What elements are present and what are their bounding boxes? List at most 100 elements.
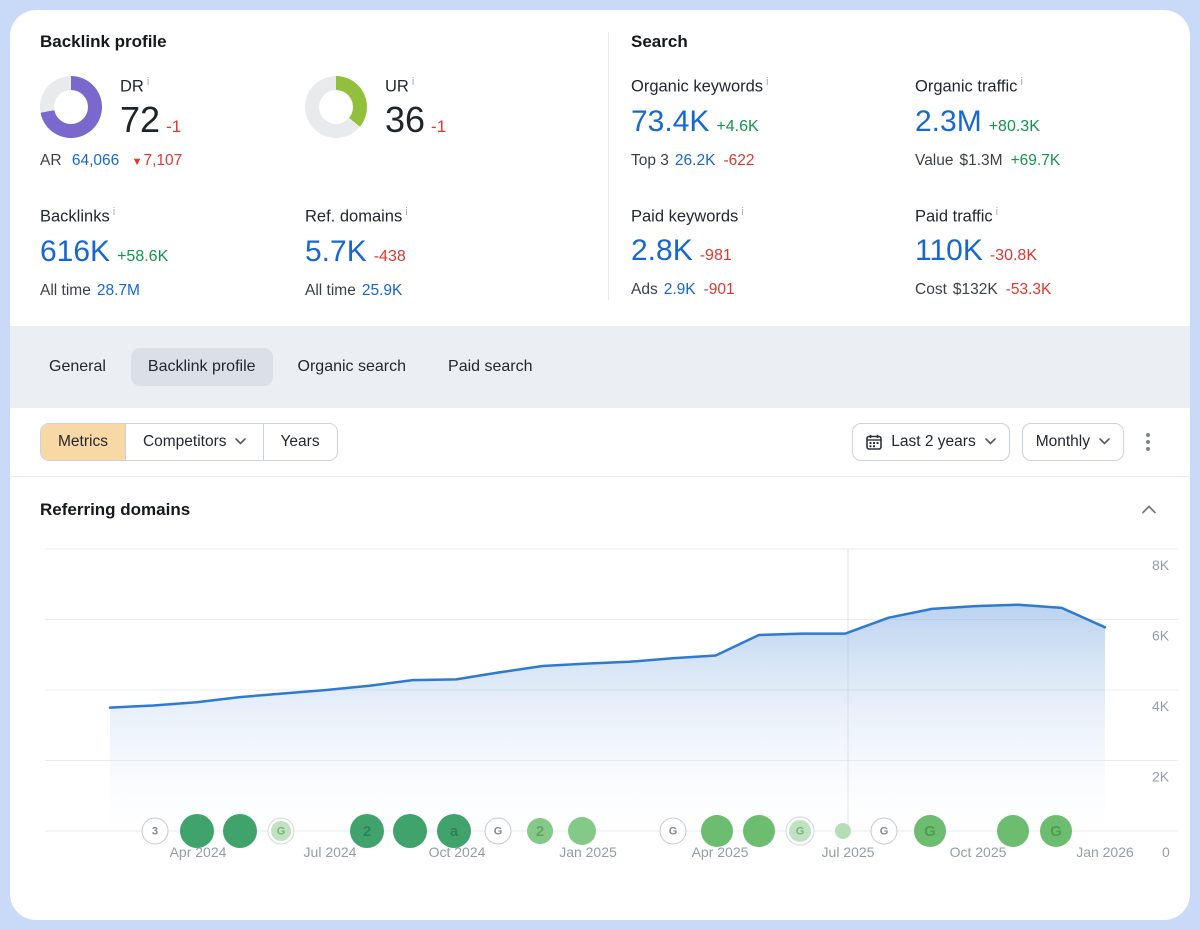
chart-controls: Metrics Competitors Years Last 2 years M… xyxy=(10,408,1190,476)
google-update-marker[interactable]: G xyxy=(659,817,687,845)
ur-delta: -1 xyxy=(431,116,447,136)
info-icon: i xyxy=(411,76,415,88)
chevron-down-icon xyxy=(984,438,996,445)
ref-domains-alltime: 25.9K xyxy=(361,281,403,299)
dr-donut-chart xyxy=(40,76,102,138)
granularity-label: Monthly xyxy=(1035,432,1090,450)
google-update-marker[interactable]: G xyxy=(870,817,898,845)
organic-traffic-metric: Organic traffic i 2.3M +80.3K Value $1.3M +6… xyxy=(915,76,1061,169)
date-range-button[interactable]: Last 2 years xyxy=(852,422,1010,461)
svg-text:G: G xyxy=(277,825,286,837)
search-section: Search Organic keywords i 73.4K +4.6K Top … xyxy=(608,32,1160,300)
view-mode-segmented-control: Metrics Competitors Years xyxy=(40,422,338,461)
svg-text:a: a xyxy=(450,823,459,840)
svg-text:Apr 2024: Apr 2024 xyxy=(170,844,227,860)
google-update-marker[interactable] xyxy=(568,816,596,845)
separator xyxy=(10,475,1190,477)
tab-paid-search[interactable]: Paid search xyxy=(448,357,533,375)
google-update-marker[interactable]: G xyxy=(914,814,946,847)
svg-text:2K: 2K xyxy=(1152,768,1170,784)
svg-text:Jan 2025: Jan 2025 xyxy=(559,844,617,860)
info-icon: i xyxy=(741,205,744,218)
svg-text:6K: 6K xyxy=(1152,627,1170,643)
svg-text:3: 3 xyxy=(152,825,158,837)
backlink-profile-section: Backlink profile DR i 72 -1 UR i 36 -1 xyxy=(40,32,608,300)
svg-text:G: G xyxy=(796,825,805,837)
tab-general[interactable]: General xyxy=(49,357,106,375)
google-update-marker[interactable]: G xyxy=(484,817,512,845)
section-tabs: General Backlink profile Organic search … xyxy=(10,325,1190,408)
referring-domains-title: Referring domains xyxy=(40,499,191,519)
ur-donut-hole xyxy=(319,90,353,124)
years-segment[interactable]: Years xyxy=(262,423,337,460)
ref-domains-delta: -438 xyxy=(373,247,406,265)
calendar-icon xyxy=(866,434,883,450)
google-update-marker[interactable]: 2 xyxy=(350,813,384,848)
referring-domains-chart[interactable]: 3 G 2 a G 2 G G G G G Apr 2024 Jul 2024 Oct 2024 Jan 2… xyxy=(40,539,1180,869)
google-update-marker[interactable] xyxy=(180,813,214,848)
svg-text:Jan 2026: Jan 2026 xyxy=(1076,844,1134,860)
svg-text:G: G xyxy=(1050,823,1062,840)
paid-keywords-metric: Paid keywords i 2.8K -981 Ads 2.9K -901 xyxy=(631,205,744,299)
chevron-down-icon xyxy=(234,438,246,445)
granularity-button[interactable]: Monthly xyxy=(1021,422,1124,461)
svg-text:2: 2 xyxy=(363,823,371,840)
google-update-marker[interactable]: 3 xyxy=(141,817,169,845)
tab-backlink-profile[interactable]: Backlink profile xyxy=(130,347,273,386)
backlinks-delta: +58.6K xyxy=(117,247,169,265)
google-update-marker[interactable] xyxy=(701,814,733,847)
referring-domains-section: Referring domains 3 G 2 a G 2 G G G G G Apr 2024 Jul… xyxy=(10,477,1190,869)
svg-text:G: G xyxy=(924,823,936,840)
svg-text:Jul 2025: Jul 2025 xyxy=(822,844,875,860)
ar-value: 64,066 xyxy=(71,152,120,170)
ur-label: UR i xyxy=(385,76,415,96)
google-update-marker[interactable] xyxy=(997,814,1029,847)
metrics-segment[interactable]: Metrics xyxy=(41,423,125,460)
info-icon: i xyxy=(995,205,999,218)
google-update-marker[interactable]: G xyxy=(267,817,295,845)
ar-row: AR 64,066 ▼7,107 xyxy=(40,152,608,170)
svg-text:4K: 4K xyxy=(1152,698,1170,714)
google-update-marker[interactable]: G xyxy=(785,816,815,846)
google-update-marker[interactable] xyxy=(835,822,851,839)
ar-label: AR xyxy=(40,152,62,170)
svg-text:Apr 2025: Apr 2025 xyxy=(692,844,749,860)
ur-metric: UR i 36 -1 xyxy=(305,76,608,138)
info-icon: i xyxy=(146,76,150,88)
collapse-section-button[interactable] xyxy=(1138,497,1160,523)
dr-value: 72 -1 xyxy=(120,98,182,140)
ur-donut-chart xyxy=(305,76,367,138)
ur-value: 36 -1 xyxy=(385,98,447,140)
competitors-segment[interactable]: Competitors xyxy=(124,423,263,460)
svg-text:Jul 2024: Jul 2024 xyxy=(304,844,357,860)
google-update-marker[interactable] xyxy=(223,813,257,848)
ar-delta: 7,107 xyxy=(143,152,183,170)
google-update-marker[interactable] xyxy=(393,813,427,848)
info-icon: i xyxy=(1020,76,1023,88)
google-update-marker[interactable]: 2 xyxy=(527,817,553,844)
stats-panel: Backlink profile DR i 72 -1 UR i 36 -1 xyxy=(10,10,1190,326)
svg-text:Oct 2024: Oct 2024 xyxy=(429,844,486,860)
backlinks-alltime: 28.7M xyxy=(96,281,140,299)
organic-keywords-metric: Organic keywords i 73.4K +4.6K Top 3 26.2K -… xyxy=(631,76,769,169)
svg-text:Oct 2025: Oct 2025 xyxy=(950,844,1007,860)
backlinks-metric: Backlinks i 616K +58.6K All time 28.7M xyxy=(40,206,305,300)
svg-text:G: G xyxy=(494,825,503,837)
decrease-triangle-icon: ▼ xyxy=(131,156,143,169)
tab-organic-search[interactable]: Organic search xyxy=(297,357,407,375)
paid-traffic-metric: Paid traffic i 110K -30.8K Cost $132K -53.3K xyxy=(915,205,1052,299)
svg-text:G: G xyxy=(880,825,889,837)
svg-text:2: 2 xyxy=(536,823,544,840)
google-update-marker[interactable] xyxy=(743,814,775,847)
date-range-label: Last 2 years xyxy=(891,432,976,450)
svg-text:8K: 8K xyxy=(1152,557,1170,573)
more-options-button[interactable] xyxy=(1136,427,1160,457)
info-icon: i xyxy=(112,206,116,219)
ref-domains-value: 5.7K -438 xyxy=(305,234,406,268)
google-update-marker[interactable]: a xyxy=(437,813,471,848)
svg-text:0: 0 xyxy=(1162,844,1170,860)
google-update-marker[interactable]: G xyxy=(1040,814,1072,847)
svg-text:G: G xyxy=(669,825,678,837)
dr-donut-hole xyxy=(54,90,88,124)
backlink-profile-title: Backlink profile xyxy=(40,32,167,51)
